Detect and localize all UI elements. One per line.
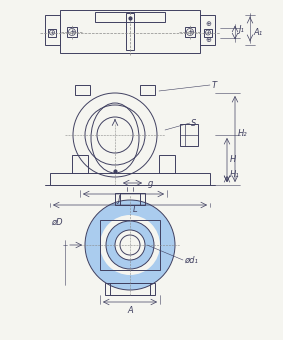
Bar [115,193,145,205]
Text: ⊕: ⊕ [205,37,211,44]
Text: J₁: J₁ [238,25,244,34]
Bar [48,29,56,36]
Bar [204,29,212,36]
Bar [185,27,195,37]
Text: A: A [127,306,133,315]
Bar [95,12,165,22]
Bar [72,155,88,173]
Bar [120,193,140,205]
Bar [159,155,175,173]
Bar [200,15,215,45]
Bar [105,283,155,295]
Text: J: J [117,195,120,204]
Text: L: L [133,205,137,215]
Circle shape [115,230,145,260]
Bar [110,283,150,295]
Bar [50,173,210,185]
Text: ⊕: ⊕ [205,21,211,28]
Text: +: + [69,29,75,35]
Text: H: H [230,155,236,165]
Text: +: + [50,30,54,35]
Circle shape [106,221,154,269]
Bar [67,27,77,37]
Bar [100,220,160,270]
Text: H₁: H₁ [230,170,240,179]
Bar [180,124,198,146]
Bar [75,85,90,95]
Text: H₂: H₂ [238,130,248,138]
Bar [126,13,134,50]
Text: S: S [191,119,196,128]
Text: g: g [148,178,153,187]
Text: T: T [212,81,217,89]
Text: ød₁: ød₁ [184,255,198,265]
Text: +: + [206,30,210,35]
Text: A₁: A₁ [253,28,262,37]
Text: +: + [187,29,193,35]
Bar [140,85,155,95]
Circle shape [100,215,160,275]
Bar [60,10,200,53]
Circle shape [85,200,175,290]
Bar [45,15,60,45]
Text: øD: øD [52,218,63,227]
